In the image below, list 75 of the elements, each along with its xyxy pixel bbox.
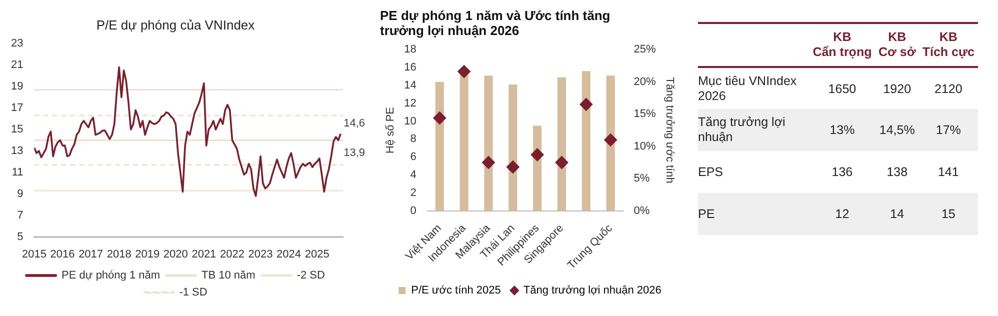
y2-tick-label: 10% [634, 140, 656, 152]
y2-tick-label: 25% [634, 44, 656, 56]
chart-title: PE dự phóng 1 năm và Ước tính tăng trưởng lợi nhuận 2026 [380, 8, 612, 38]
point [604, 133, 618, 146]
y-tick-label: 15 [10, 124, 24, 136]
y-tick-label: 13 [10, 144, 24, 157]
chart-title: P/E dự phóng của VNIndex [96, 17, 256, 32]
bar [435, 82, 444, 211]
x-tick-label: 2021 [192, 248, 216, 260]
x-tick-label: 2022 [220, 248, 244, 260]
y2-axis-title: Tăng trưởng ước tính [663, 77, 676, 184]
y2-tick-label: 0% [634, 204, 650, 217]
text: 136 [832, 165, 853, 179]
y-tick-label: 21 [10, 59, 24, 72]
category-label: Mục tiêu VNIndex 2026 [698, 74, 797, 102]
x-tick-label: 2015 [22, 248, 46, 260]
text: 1920 [883, 82, 912, 96]
x-tick-label: 2024 [276, 248, 302, 260]
category-label: EPS [698, 164, 724, 178]
y-tick-label: 7 [17, 209, 24, 222]
y-tick-label: 4 [410, 169, 416, 182]
text: 141 [938, 165, 959, 179]
x-tick-label: 2017 [78, 248, 104, 260]
y-tick-label: 14 [404, 79, 416, 92]
x-tick-label: 2023 [248, 248, 273, 260]
text: 2120 [934, 82, 962, 96]
point [482, 156, 495, 169]
bar [508, 84, 518, 211]
x-tick-label: 2016 [50, 248, 75, 260]
bar [582, 71, 590, 211]
category-label: KB Tích cực [921, 29, 976, 61]
legend-label: -2 SD [296, 270, 326, 282]
category-label: KB Cơ sở [878, 29, 917, 61]
legend-label: P/E ước tính 2025 [411, 284, 501, 297]
x-tick-label: 2018 [106, 248, 132, 260]
y-tick-label: 12 [404, 97, 416, 110]
bar [606, 76, 615, 211]
x-tick-label: 2025 [304, 248, 330, 260]
y-tick-label: 16 [404, 62, 416, 74]
point [506, 160, 520, 174]
y-tick-label: 19 [10, 80, 24, 93]
y-tick-label: 18 [404, 44, 416, 56]
bar [484, 76, 493, 211]
x-tick-label: 2019 [135, 248, 160, 260]
annotation: 14,6 [344, 117, 366, 130]
y-tick-label: 2 [410, 186, 416, 199]
y2-tick-label: 5% [634, 172, 650, 185]
legend-label: Tăng trưởng lợi nhuận 2026 [523, 284, 662, 297]
bar [460, 68, 468, 211]
y-tick-label: 5 [17, 230, 24, 243]
y-tick-label: 10 [404, 115, 416, 128]
y-tick-label: 8 [410, 133, 416, 146]
point [433, 111, 446, 124]
x-tick-label: 2020 [163, 248, 188, 260]
y-tick-label: 23 [10, 38, 24, 50]
y-tick-label: 6 [410, 151, 416, 164]
point [530, 148, 544, 162]
y-tick-label: 0 [410, 204, 416, 217]
text: 1650 [828, 82, 856, 96]
bar [557, 77, 566, 211]
annotation: 13,9 [344, 146, 366, 159]
point [458, 65, 471, 78]
y-axis-title: Hệ số PE [384, 107, 397, 154]
y-tick-label: 11 [12, 166, 24, 178]
y2-tick-label: 20% [634, 76, 656, 88]
y2-tick-label: 15% [634, 108, 656, 120]
legend-label: -1 SD [179, 286, 208, 299]
y-tick-label: 17 [10, 102, 24, 114]
text: 138 [886, 165, 908, 179]
legend-label: PE dự phóng 1 năm [62, 270, 160, 282]
y-tick-label: 9 [17, 188, 24, 200]
category-label: KB Cẩn trọng [812, 29, 873, 61]
point [580, 98, 593, 111]
point [555, 156, 568, 169]
legend-label: TB 10 năm [202, 270, 256, 282]
